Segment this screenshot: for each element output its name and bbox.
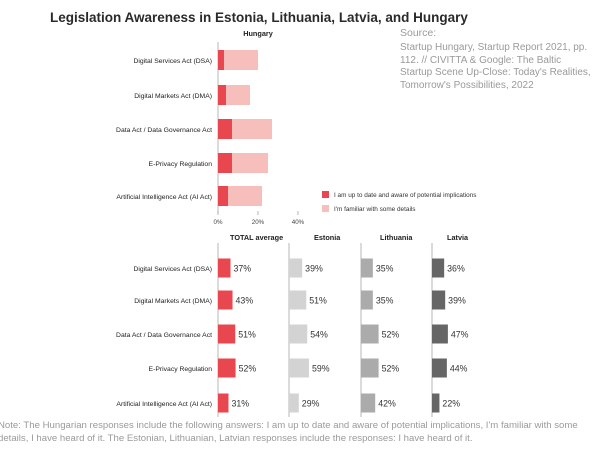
hungary-category-label: Digital Services Act (DSA) bbox=[133, 58, 212, 65]
panel-value-label: 43% bbox=[236, 296, 254, 306]
panel-value-label: 29% bbox=[302, 399, 320, 409]
panel-bar bbox=[361, 290, 373, 310]
panel-bar bbox=[218, 258, 231, 278]
panel-bar bbox=[218, 324, 236, 344]
panel-category-label: Digital Markets Act (DMA) bbox=[134, 298, 212, 305]
hungary-tick-label: 40% bbox=[292, 219, 305, 226]
legend-label-aware: I am up to date and aware of potential i… bbox=[334, 192, 476, 199]
panel-bar bbox=[432, 393, 440, 413]
panel-bar bbox=[289, 258, 303, 278]
panel-header-3: Latvia bbox=[447, 233, 469, 242]
hungary-bar-aware bbox=[218, 119, 232, 139]
legend-label-familiar: I'm familiar with some details bbox=[334, 206, 415, 213]
legend-swatch-aware bbox=[322, 191, 329, 198]
panel-bar bbox=[361, 324, 379, 344]
panel-value-label: 52% bbox=[382, 364, 400, 374]
panel-value-label: 42% bbox=[378, 399, 396, 409]
panel-bar bbox=[361, 258, 373, 278]
hungary-bar-familiar bbox=[228, 186, 262, 206]
hungary-category-label: Data Act / Data Governance Act bbox=[116, 127, 212, 134]
hungary-bar-familiar bbox=[232, 153, 268, 173]
panel-bar bbox=[432, 290, 446, 310]
chart-title: Legislation Awareness in Estonia, Lithua… bbox=[50, 10, 468, 25]
panel-bar bbox=[218, 393, 229, 413]
panel-value-label: 52% bbox=[239, 364, 257, 374]
panel-bar bbox=[361, 358, 379, 378]
hungary-bar-aware bbox=[218, 186, 228, 206]
panel-bar bbox=[218, 358, 236, 378]
panel-bar bbox=[432, 358, 447, 378]
panel-header-0: TOTAL average bbox=[230, 233, 283, 242]
panel-value-label: 31% bbox=[231, 399, 249, 409]
panel-value-label: 51% bbox=[238, 330, 256, 340]
source-text: Startup Hungary, Startup Report 2021, pp… bbox=[400, 42, 591, 91]
panel-bar bbox=[218, 290, 233, 310]
legend-swatch-familiar bbox=[322, 205, 329, 212]
panel-value-label: 22% bbox=[442, 399, 460, 409]
panel-category-label: E-Privacy Regulation bbox=[149, 366, 213, 373]
hungary-header: Hungary bbox=[243, 29, 274, 38]
panel-value-label: 39% bbox=[305, 264, 323, 274]
panel-value-label: 37% bbox=[234, 264, 252, 274]
hungary-category-label: E-Privacy Regulation bbox=[149, 161, 213, 168]
panel-bar bbox=[361, 393, 376, 413]
hungary-category-label: Digital Markets Act (DMA) bbox=[134, 93, 212, 100]
panel-category-label: Artificial Intelligence Act (AI Act) bbox=[116, 401, 212, 408]
panel-bar bbox=[432, 324, 448, 344]
source-label: Source: bbox=[400, 27, 437, 39]
panel-header-2: Lithuania bbox=[380, 233, 413, 242]
panel-bar bbox=[289, 358, 309, 378]
panel-value-label: 51% bbox=[309, 296, 327, 306]
panel-bar bbox=[289, 393, 299, 413]
panel-value-label: 35% bbox=[376, 296, 394, 306]
hungary-bar-familiar bbox=[226, 85, 250, 105]
panel-value-label: 36% bbox=[447, 264, 465, 274]
panel-header-1: Estonia bbox=[314, 233, 341, 242]
hungary-bar-familiar bbox=[224, 50, 258, 70]
panel-bar bbox=[289, 324, 308, 344]
footnote: Note: The Hungarian responses include th… bbox=[0, 420, 578, 444]
hungary-tick-label: 20% bbox=[252, 219, 265, 226]
panel-value-label: 59% bbox=[312, 364, 330, 374]
panel-category-label: Digital Services Act (DSA) bbox=[133, 266, 212, 273]
hungary-bar-aware bbox=[218, 50, 224, 70]
hungary-category-label: Artificial Intelligence Act (AI Act) bbox=[116, 194, 212, 201]
panel-value-label: 35% bbox=[376, 264, 394, 274]
panel-bar bbox=[432, 258, 445, 278]
hungary-bar-aware bbox=[218, 85, 226, 105]
panel-value-label: 52% bbox=[382, 330, 400, 340]
panel-value-label: 44% bbox=[450, 364, 468, 374]
panel-category-label: Data Act / Data Governance Act bbox=[116, 332, 212, 339]
panel-bar bbox=[289, 290, 307, 310]
panel-value-label: 39% bbox=[448, 296, 466, 306]
panel-value-label: 54% bbox=[310, 330, 328, 340]
hungary-tick-label: 0% bbox=[214, 219, 223, 226]
hungary-bar-aware bbox=[218, 153, 232, 173]
panel-value-label: 47% bbox=[451, 330, 469, 340]
hungary-bar-familiar bbox=[232, 119, 272, 139]
